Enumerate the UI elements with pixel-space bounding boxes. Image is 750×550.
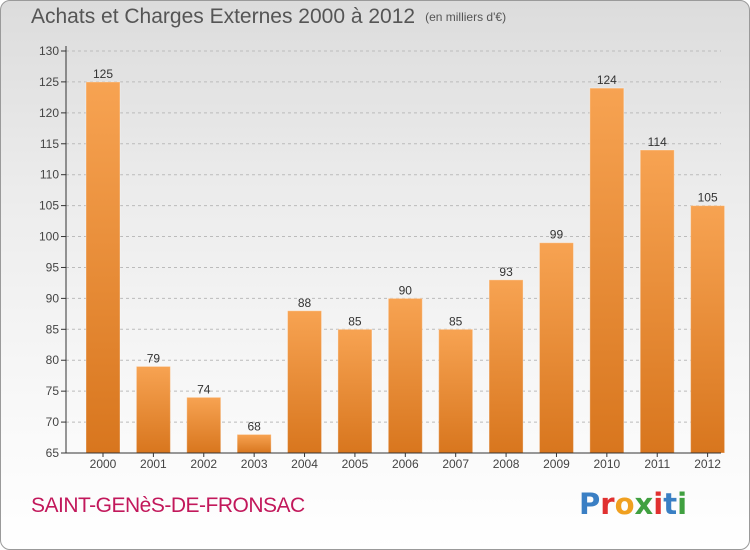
labels: 65 70 75 80 85 90 95 100 105 110 115 120 125 130 125 20… xyxy=(39,44,721,471)
bar-2002 xyxy=(186,397,221,453)
x-tick-label: 2008 xyxy=(493,457,520,471)
bar-2000 xyxy=(86,81,120,453)
value-label: 105 xyxy=(698,191,718,205)
chart-title: Achats et Charges Externes 2000 à 2012 (e… xyxy=(31,5,506,29)
x-tick-label: 2002 xyxy=(190,457,217,471)
axes xyxy=(61,46,721,457)
x-tick-label: 2000 xyxy=(90,457,117,471)
bar-2011 xyxy=(640,149,675,453)
y-tick-label: 100 xyxy=(39,230,59,244)
x-tick-label: 2004 xyxy=(291,457,318,471)
x-tick-label: 2011 xyxy=(644,457,670,471)
grid-lines xyxy=(66,50,721,423)
x-tick-label: 2003 xyxy=(241,457,268,471)
y-tick-label: 95 xyxy=(46,260,60,274)
bar-2003 xyxy=(237,434,272,453)
y-tick-label: 70 xyxy=(46,415,60,429)
logo-letter: t xyxy=(663,487,678,521)
x-tick-label: 2001 xyxy=(140,457,167,471)
value-label: 90 xyxy=(399,283,413,297)
value-label: 93 xyxy=(499,265,513,279)
y-tick-label: 120 xyxy=(39,106,59,120)
value-label: 68 xyxy=(247,419,261,433)
bar-2010 xyxy=(589,88,624,453)
value-label: 99 xyxy=(550,228,564,242)
bars xyxy=(85,81,726,454)
y-tick-label: 105 xyxy=(39,199,59,213)
x-tick-label: 2010 xyxy=(593,457,620,471)
y-tick-label: 130 xyxy=(39,44,59,58)
value-label: 85 xyxy=(449,314,463,328)
value-label: 114 xyxy=(648,135,667,149)
bar-2005 xyxy=(337,329,372,453)
x-tick-label: 2009 xyxy=(543,457,570,471)
x-tick-label: 2007 xyxy=(442,457,469,471)
bar-2009 xyxy=(539,242,574,453)
proxiti-logo[interactable]: Proxiti xyxy=(579,487,687,521)
x-tick-label: 2005 xyxy=(342,457,369,471)
value-label: 124 xyxy=(597,73,617,87)
bar-2007 xyxy=(438,329,473,453)
x-tick-label: 2006 xyxy=(392,457,419,471)
logo-letter: x xyxy=(634,487,654,521)
logo-letter: i xyxy=(677,487,688,521)
y-tick-label: 85 xyxy=(46,322,60,336)
logo-letter: r xyxy=(600,487,615,521)
x-tick-label: 2012 xyxy=(694,457,721,471)
bar-2012 xyxy=(690,205,725,453)
value-label: 125 xyxy=(93,67,113,81)
value-label: 79 xyxy=(147,351,161,365)
place-name: SAINT-GENèS-DE-FRONSAC xyxy=(31,494,305,517)
y-tick-label: 65 xyxy=(46,446,60,460)
y-tick-label: 75 xyxy=(46,384,60,398)
logo-letter: o xyxy=(614,487,635,521)
bar-2004 xyxy=(287,310,322,453)
bar-2001 xyxy=(136,366,171,453)
value-label: 74 xyxy=(197,382,211,396)
bar-2006 xyxy=(388,298,423,453)
y-tick-label: 115 xyxy=(40,137,59,151)
y-tick-label: 90 xyxy=(46,291,60,305)
unit-note: (en milliers d'€) xyxy=(425,10,507,24)
value-label: 85 xyxy=(348,314,362,328)
logo-letter: P xyxy=(579,487,601,521)
y-tick-label: 80 xyxy=(46,353,60,367)
y-tick-label: 125 xyxy=(39,75,59,89)
logo-letter: i xyxy=(653,487,664,521)
chart-title-text: Achats et Charges Externes 2000 à 2012 xyxy=(31,5,416,28)
value-label: 88 xyxy=(298,296,312,310)
bar-2008 xyxy=(489,279,524,453)
y-tick-label: 110 xyxy=(40,168,59,182)
